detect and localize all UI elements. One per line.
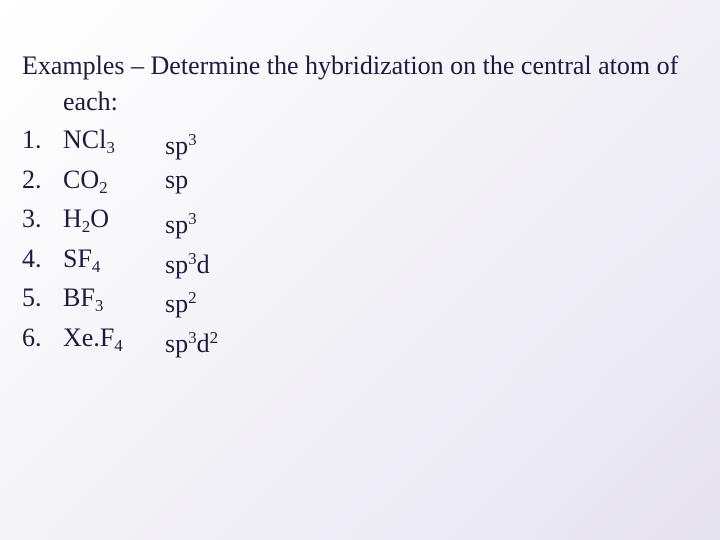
text-segment: sp: [165, 131, 189, 160]
item-number: 1.: [22, 125, 42, 154]
hybridization: sp3d2: [165, 320, 218, 362]
text-segment: BF: [63, 283, 95, 313]
text-segment: sp: [165, 329, 189, 358]
text-segment: sp: [165, 249, 189, 279]
item-number: 6.: [22, 323, 42, 352]
text-segment: d: [196, 249, 210, 279]
item-number: 5.: [22, 283, 42, 313]
supscript: 3: [188, 209, 197, 229]
subscript: 2: [99, 177, 108, 197]
subscript: 4: [91, 256, 101, 276]
text-segment: H: [63, 204, 82, 234]
subscript: 2: [81, 217, 91, 237]
formula: SF4: [63, 241, 100, 285]
supscript: 2: [209, 328, 219, 347]
formula: H2O: [63, 201, 109, 245]
text-segment: SF: [63, 243, 92, 273]
hybridization: sp3: [165, 201, 197, 243]
subscript: 3: [94, 296, 104, 316]
subscript: 4: [114, 336, 123, 355]
formula: Xe.F4: [63, 320, 123, 364]
hybridization: sp: [165, 162, 188, 198]
text-segment: sp: [165, 210, 189, 240]
supscript: 3: [188, 328, 197, 347]
item-number: 4.: [22, 243, 42, 273]
formula: CO2: [63, 162, 108, 206]
supscript: 3: [188, 130, 197, 149]
text-segment: sp: [165, 289, 189, 319]
text-segment: CO: [63, 164, 100, 194]
text-segment: O: [90, 204, 110, 234]
text-segment: d: [196, 329, 210, 358]
subscript: 3: [106, 138, 115, 157]
hybridization: sp3d: [165, 241, 210, 283]
text-segment: sp: [165, 164, 189, 194]
formula: BF3: [63, 280, 103, 324]
formula: NCl3: [63, 122, 115, 166]
item-number: 3.: [22, 204, 42, 234]
text-segment: Xe.F: [63, 323, 115, 352]
hybridization: sp2: [165, 280, 197, 322]
supscript: 3: [188, 248, 197, 268]
hybridization: sp3: [165, 122, 197, 164]
text-segment: NCl: [63, 125, 107, 154]
item-number: 2.: [22, 164, 42, 194]
supscript: 2: [188, 288, 197, 308]
slide-title: Examples – Determine the hybridization o…: [22, 51, 679, 116]
